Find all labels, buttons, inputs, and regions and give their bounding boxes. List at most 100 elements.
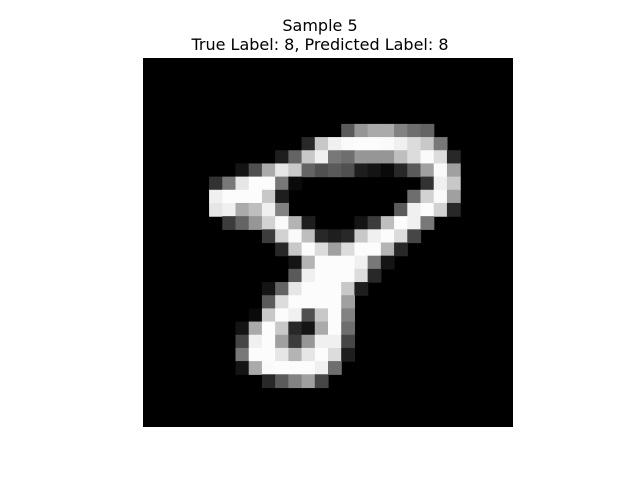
image-pixel	[248, 334, 263, 349]
label-summary: True Label: 8, Predicted Label: 8	[191, 35, 449, 54]
image-pixel	[275, 229, 289, 244]
image-pixel	[222, 202, 237, 217]
image-pixel	[328, 295, 342, 309]
image-pixel	[341, 150, 356, 165]
image-pixel	[288, 176, 303, 191]
image-pixel	[314, 374, 329, 389]
image-pixel	[301, 321, 316, 336]
image-pixel	[433, 176, 448, 191]
image-pixel	[380, 123, 395, 138]
image-pixel	[367, 137, 382, 151]
image-pixel	[367, 123, 382, 138]
image-pixel	[301, 268, 316, 283]
image-pixel	[314, 150, 329, 165]
image-pixel	[314, 163, 329, 178]
image-pixel	[367, 163, 382, 178]
image-pixel	[301, 163, 316, 178]
image-pixel	[420, 137, 435, 151]
image-pixel	[420, 202, 435, 217]
image-pixel	[248, 216, 263, 230]
image-pixel	[394, 242, 408, 257]
image-pixel	[288, 255, 303, 270]
image-pixel	[354, 255, 369, 270]
image-pixel	[301, 282, 316, 296]
image-pixel	[275, 347, 289, 362]
image-pixel	[380, 150, 395, 165]
image-pixel	[354, 229, 369, 244]
image-pixel	[301, 229, 316, 244]
image-pixel	[301, 295, 316, 309]
image-pixel	[341, 282, 356, 296]
image-pixel	[407, 163, 422, 178]
image-pixel	[301, 347, 316, 362]
image-pixel	[380, 255, 395, 270]
image-pixel	[354, 268, 369, 283]
image-pixel	[433, 163, 448, 178]
image-pixel	[301, 137, 316, 151]
image-pixel	[275, 282, 289, 296]
image-pixel	[420, 189, 435, 204]
image-pixel	[341, 268, 356, 283]
image-pixel	[394, 216, 408, 230]
image-pixel	[261, 347, 276, 362]
image-pixel	[380, 137, 395, 151]
image-pixel	[288, 374, 303, 389]
image-pixel	[261, 308, 276, 323]
image-pixel	[367, 242, 382, 257]
image-pixel	[275, 216, 289, 230]
image-pixel	[407, 229, 422, 244]
image-pixel	[341, 334, 356, 349]
image-pixel	[248, 308, 263, 323]
image-pixel	[328, 255, 342, 270]
image-pixel	[275, 202, 289, 217]
image-pixel	[209, 189, 223, 204]
image-pixel	[354, 123, 369, 138]
image-pixel	[446, 150, 461, 165]
image-pixel	[341, 229, 356, 244]
image-pixel	[301, 255, 316, 270]
sample-title: Sample 5	[282, 16, 358, 35]
image-pixel	[261, 189, 276, 204]
image-pixel	[314, 295, 329, 309]
image-pixel	[301, 242, 316, 257]
image-pixel	[261, 216, 276, 230]
image-pixel	[328, 308, 342, 323]
image-pixel	[420, 123, 435, 138]
image-pixel	[301, 308, 316, 323]
image-pixel	[341, 255, 356, 270]
image-pixel	[446, 176, 461, 191]
image-pixel	[288, 268, 303, 283]
image-pixel	[314, 137, 329, 151]
image-pixel	[288, 282, 303, 296]
image-pixel	[261, 374, 276, 389]
image-pixel	[354, 282, 369, 296]
image-pixel	[407, 123, 422, 138]
image-pixel	[341, 347, 356, 362]
image-pixel	[328, 347, 342, 362]
image-pixel	[446, 189, 461, 204]
image-pixel	[407, 189, 422, 204]
image-pixel	[235, 321, 250, 336]
image-pixel	[301, 361, 316, 375]
image-pixel	[261, 361, 276, 375]
image-pixel	[248, 321, 263, 336]
image-pixel	[275, 242, 289, 257]
image-pixel	[248, 347, 263, 362]
image-pixel	[288, 295, 303, 309]
image-pixel	[328, 163, 342, 178]
image-pixel	[288, 321, 303, 336]
image-pixel	[301, 334, 316, 349]
image-pixel	[328, 334, 342, 349]
image-pixel	[354, 216, 369, 230]
image-pixel	[301, 150, 316, 165]
figure-title: Sample 5 True Label: 8, Predicted Label:…	[0, 16, 640, 54]
image-pixel	[328, 282, 342, 296]
image-pixel	[235, 334, 250, 349]
image-pixel	[341, 308, 356, 323]
image-pixel	[248, 176, 263, 191]
image-pixel	[261, 295, 276, 309]
image-pixel	[235, 176, 250, 191]
image-pixel	[328, 150, 342, 165]
image-pixel	[261, 282, 276, 296]
image-pixel	[328, 268, 342, 283]
